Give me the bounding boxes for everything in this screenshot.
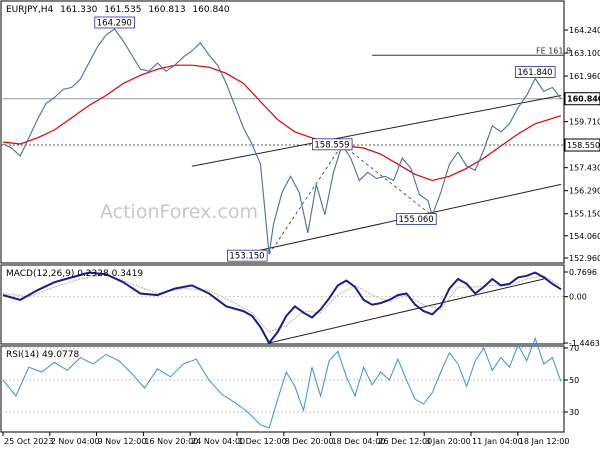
watermark: ActionForex.com xyxy=(100,201,258,223)
price-layer: FE 161.8 164.290 158.559 153.150 155.060 161.… xyxy=(1,16,571,262)
price-y-label-7: 156.290 xyxy=(569,187,600,196)
support-price-tag-label: 158.550 xyxy=(567,141,600,150)
rsi-y-label-1: 50 xyxy=(569,376,579,385)
annotation-box-2 xyxy=(227,249,268,262)
annotation-label-3: 155.060 xyxy=(399,215,434,225)
price-y-label-4: 159.710 xyxy=(569,118,600,127)
price-y-label-1: 163.100 xyxy=(569,49,600,58)
channel-upper-line xyxy=(191,94,562,167)
ohlc-open: 161.330 xyxy=(60,5,97,15)
x-label-8: 26 Dec 12:00 xyxy=(378,437,432,446)
price-y-label-8: 155.150 xyxy=(569,210,600,219)
macd-y-label-1: 0.00 xyxy=(569,293,587,302)
price-y-label-0: 164.240 xyxy=(569,26,600,35)
rsi-layer xyxy=(1,336,564,429)
macd-panel-frame xyxy=(0,264,565,345)
price-y-label-9: 154.060 xyxy=(569,232,600,241)
macd-layer xyxy=(1,271,564,345)
macd-y-label-2: -1.4463 xyxy=(569,339,600,348)
macd-trendline xyxy=(269,278,544,344)
axis-layer: 164.240 163.100 161.960 160.840 159.710 158.5… xyxy=(2,26,600,446)
annotation-label-4: 161.840 xyxy=(517,68,552,78)
moving-average-line xyxy=(2,64,562,182)
macd-signal-line xyxy=(2,273,562,333)
symbol-header: EURJPY,H4 161.330 161.535 160.813 160.84… xyxy=(6,5,230,15)
x-label-2: 9 Nov 12:00 xyxy=(98,437,147,446)
current-price-tag-label: 160.840 xyxy=(567,95,600,104)
fe-label: FE 161.8 xyxy=(536,46,571,55)
rsi-label: RSI(14) 49.0778 xyxy=(6,350,79,360)
x-label-1: 2 Nov 04:00 xyxy=(51,437,100,446)
price-y-label-10: 152.960 xyxy=(569,254,600,263)
rsi-line xyxy=(2,336,562,429)
annotation-box-4 xyxy=(514,66,556,78)
annotation-label-1: 158.559 xyxy=(314,140,349,150)
price-y-label-2: 161.960 xyxy=(569,72,600,81)
projection-dashed-line xyxy=(268,144,433,255)
x-label-6: 8 Dec 20:00 xyxy=(285,437,334,446)
x-label-7: 18 Dec 04:00 xyxy=(332,437,386,446)
rsi-y-label-2: 30 xyxy=(569,408,579,417)
annotation-box-3 xyxy=(396,213,437,225)
x-label-11: 18 Jan 12:00 xyxy=(519,437,570,446)
x-label-5: 1 Dec 12:00 xyxy=(238,437,287,446)
annotation-box-0 xyxy=(94,16,135,29)
annotation-label-0: 164.290 xyxy=(97,18,132,28)
x-label-0: 25 Oct 2023 xyxy=(4,437,53,446)
annotation-label-2: 153.150 xyxy=(229,252,264,262)
macd-line xyxy=(2,271,562,345)
ohlc-close: 160.840 xyxy=(192,5,229,15)
ohlc-high: 161.535 xyxy=(104,5,141,15)
rsi-y-label-0: 70 xyxy=(569,344,579,353)
annotation-box-1 xyxy=(311,138,353,151)
macd-label: MACD(12,26,9) 0.2328 0.3419 xyxy=(6,269,143,279)
symbol-name: EURJPY,H4 xyxy=(6,5,54,15)
price-panel-frame xyxy=(0,0,565,264)
support-price-tag xyxy=(564,138,600,152)
macd-y-label-0: 0.7696 xyxy=(569,268,597,277)
current-price-tag xyxy=(564,92,600,106)
rsi-panel-frame xyxy=(0,345,565,433)
price-line xyxy=(2,28,562,255)
x-label-10: 11 Jan 04:00 xyxy=(472,437,523,446)
x-label-4: 24 Nov 04:00 xyxy=(191,437,245,446)
ohlc-low: 160.813 xyxy=(148,5,185,15)
x-label-3: 16 Nov 20:00 xyxy=(144,437,198,446)
x-label-9: 3 Jan 20:00 xyxy=(425,437,471,446)
price-y-label-6: 157.430 xyxy=(569,164,600,173)
